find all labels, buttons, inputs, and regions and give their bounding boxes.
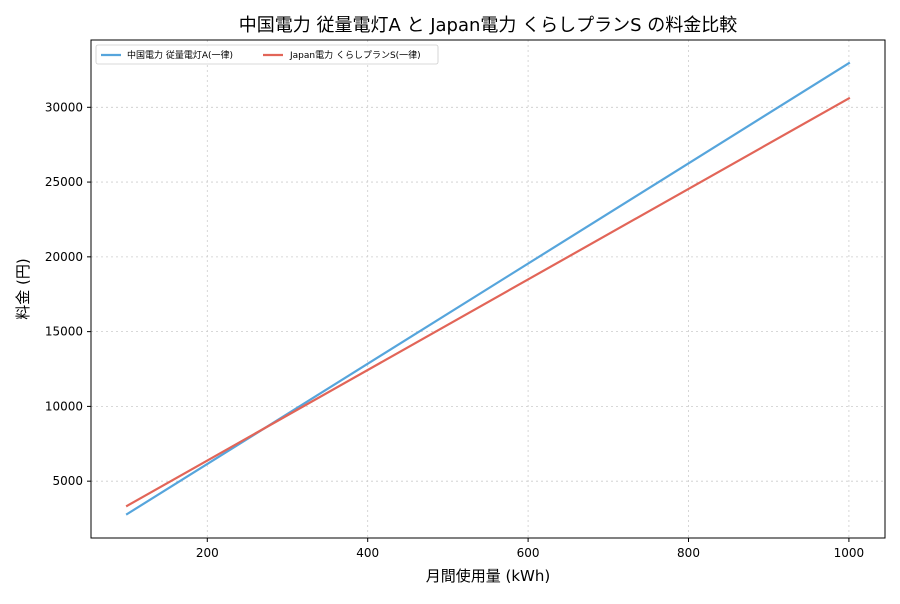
y-tick-label: 25000 bbox=[45, 175, 83, 189]
x-tick-label: 800 bbox=[677, 546, 700, 560]
y-axis-ticks: 5000 10000 15000 20000 25000 30000 bbox=[45, 100, 91, 488]
x-tick-label: 600 bbox=[517, 546, 540, 560]
series-line-1 bbox=[125, 96, 851, 508]
y-tick-label: 10000 bbox=[45, 399, 83, 413]
legend-label-japan: Japan電力 くらしプランS(一律) bbox=[289, 49, 421, 61]
grid bbox=[91, 40, 885, 538]
y-tick-label: 20000 bbox=[45, 250, 83, 264]
y-tick-label: 5000 bbox=[52, 474, 83, 488]
chart-title: 中国電力 従量電灯A と Japan電力 くらしプランS の料金比較 bbox=[239, 15, 738, 36]
x-axis-ticks: 200 400 600 800 1000 bbox=[196, 538, 864, 560]
y-tick-label: 30000 bbox=[45, 100, 83, 114]
series-line-0 bbox=[125, 61, 851, 516]
legend: 中国電力 従量電灯A(一律) Japan電力 くらしプランS(一律) bbox=[95, 44, 439, 65]
x-tick-label: 400 bbox=[356, 546, 379, 560]
x-tick-label: 1000 bbox=[834, 546, 865, 560]
legend-label-chugoku: 中国電力 従量電灯A(一律) bbox=[127, 49, 233, 61]
y-axis-title: 料金 (円) bbox=[14, 258, 32, 319]
x-tick-label: 200 bbox=[196, 546, 219, 560]
x-axis-title: 月間使用量 (kWh) bbox=[426, 567, 551, 585]
plot-area-frame bbox=[90, 39, 886, 539]
series-lines bbox=[125, 61, 851, 516]
y-tick-label: 15000 bbox=[45, 325, 83, 339]
